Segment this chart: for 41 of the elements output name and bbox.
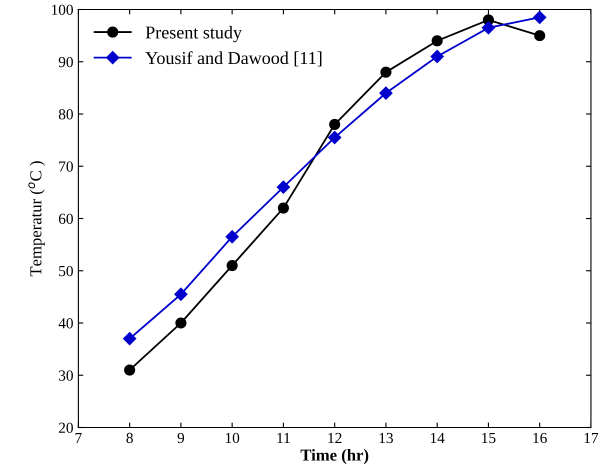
point <box>226 230 239 244</box>
point <box>226 260 238 272</box>
point <box>380 66 392 78</box>
x-tick-label: 9 <box>178 432 184 444</box>
x-tick-label: 13 <box>380 432 393 444</box>
y-tick-label: 40 <box>58 318 73 328</box>
y-tick-label: 90 <box>58 56 73 68</box>
point <box>124 364 136 376</box>
legend-label: Present study <box>146 26 242 42</box>
y-tick-label: 80 <box>58 109 73 120</box>
x-tick-label: 12 <box>328 432 342 443</box>
x-tick-label: 10 <box>226 432 240 444</box>
y-tick-label: 30 <box>58 370 73 381</box>
point <box>432 35 443 46</box>
x-tick-label: 16 <box>533 432 547 444</box>
point <box>175 317 186 329</box>
y-tick-label: 70 <box>59 161 73 172</box>
point <box>174 288 188 301</box>
x-tick-label: 14 <box>430 432 445 443</box>
point <box>379 86 393 100</box>
y-tick-label: 60 <box>58 214 73 224</box>
y-tick-label: 100 <box>52 4 73 15</box>
point <box>329 118 340 130</box>
x-axis-title: Time (hr) <box>300 448 368 464</box>
point <box>430 50 444 64</box>
x-tick-label: 17 <box>584 432 598 443</box>
point <box>278 202 289 214</box>
point <box>328 130 342 144</box>
legend-label: Yousif and Dawood [11] <box>145 51 322 66</box>
y-axis-title: Temperatur ($^{o}$C ) <box>28 161 45 276</box>
y-tick-label: 50 <box>59 266 73 276</box>
x-tick-label: 8 <box>126 432 133 444</box>
x-tick-label: 7 <box>76 432 82 443</box>
x-tick-label: 11 <box>277 432 290 443</box>
point <box>533 10 546 24</box>
y-tick-label: 20 <box>58 422 73 433</box>
point <box>482 21 496 34</box>
point <box>276 180 290 194</box>
point <box>534 30 546 42</box>
x-tick-label: 15 <box>482 432 496 444</box>
point <box>123 332 136 346</box>
